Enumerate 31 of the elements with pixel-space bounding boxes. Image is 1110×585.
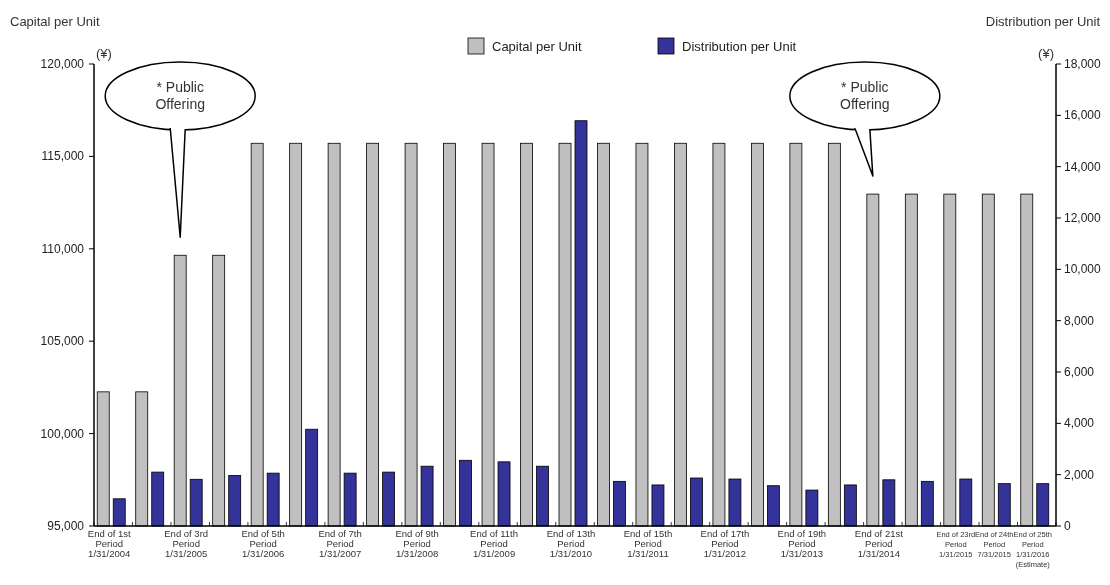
y2-tick-label: 0 [1064, 519, 1071, 533]
y2-tick-label: 2,000 [1064, 467, 1095, 482]
x-tick-label: End of 13th Period 1/31/2010 [546, 528, 596, 559]
y-tick-label: 110,000 [41, 241, 85, 256]
x-tick-label: End of 3rd Period 1/31/2005 [164, 528, 209, 559]
x-tick-label: End of 7th Period 1/31/2007 [318, 528, 362, 559]
x-tick-label: End of 1st Period 1/31/2004 [87, 528, 131, 559]
annotation: * Public Offering [155, 79, 205, 112]
y-tick-label: 95,000 [47, 519, 85, 533]
x-tick-label: End of 21st Period 1/31/2014 [854, 528, 904, 559]
y2-tick-label: 4,000 [1064, 416, 1095, 431]
y-tick-label: 115,000 [41, 149, 85, 164]
annotation: * Public Offering [840, 79, 890, 112]
x-tick-label: End of 11th Period 1/31/2009 [470, 528, 518, 559]
y2-tick-label: 16,000 [1064, 108, 1102, 123]
y2-tick-label: 18,000 [1064, 57, 1102, 71]
x-tick-label: End of 15th Period 1/31/2011 [623, 528, 673, 559]
x-tick-label: End of 17th Period 1/31/2012 [700, 528, 750, 559]
y2-tick-label: 8,000 [1064, 313, 1095, 328]
y-tick-label: 120,000 [40, 57, 85, 71]
legend-label: Capital per Unit [492, 39, 582, 54]
y2-tick-label: 12,000 [1064, 211, 1102, 225]
legend-label: Distribution per Unit [682, 39, 797, 54]
y2-tick-label: 14,000 [1064, 159, 1102, 174]
x-tick-label: End of 19th Period 1/31/2013 [777, 528, 827, 559]
y-tick-label: 105,000 [40, 334, 85, 349]
x-tick-label: End of 5th Period 1/31/2006 [241, 528, 285, 559]
y2-tick-label: 10,000 [1064, 262, 1102, 277]
y-tick-label: 100,000 [40, 426, 85, 441]
y2-tick-label: 6,000 [1064, 365, 1095, 379]
x-tick-label: End of 9th Period 1/31/2008 [395, 528, 439, 559]
